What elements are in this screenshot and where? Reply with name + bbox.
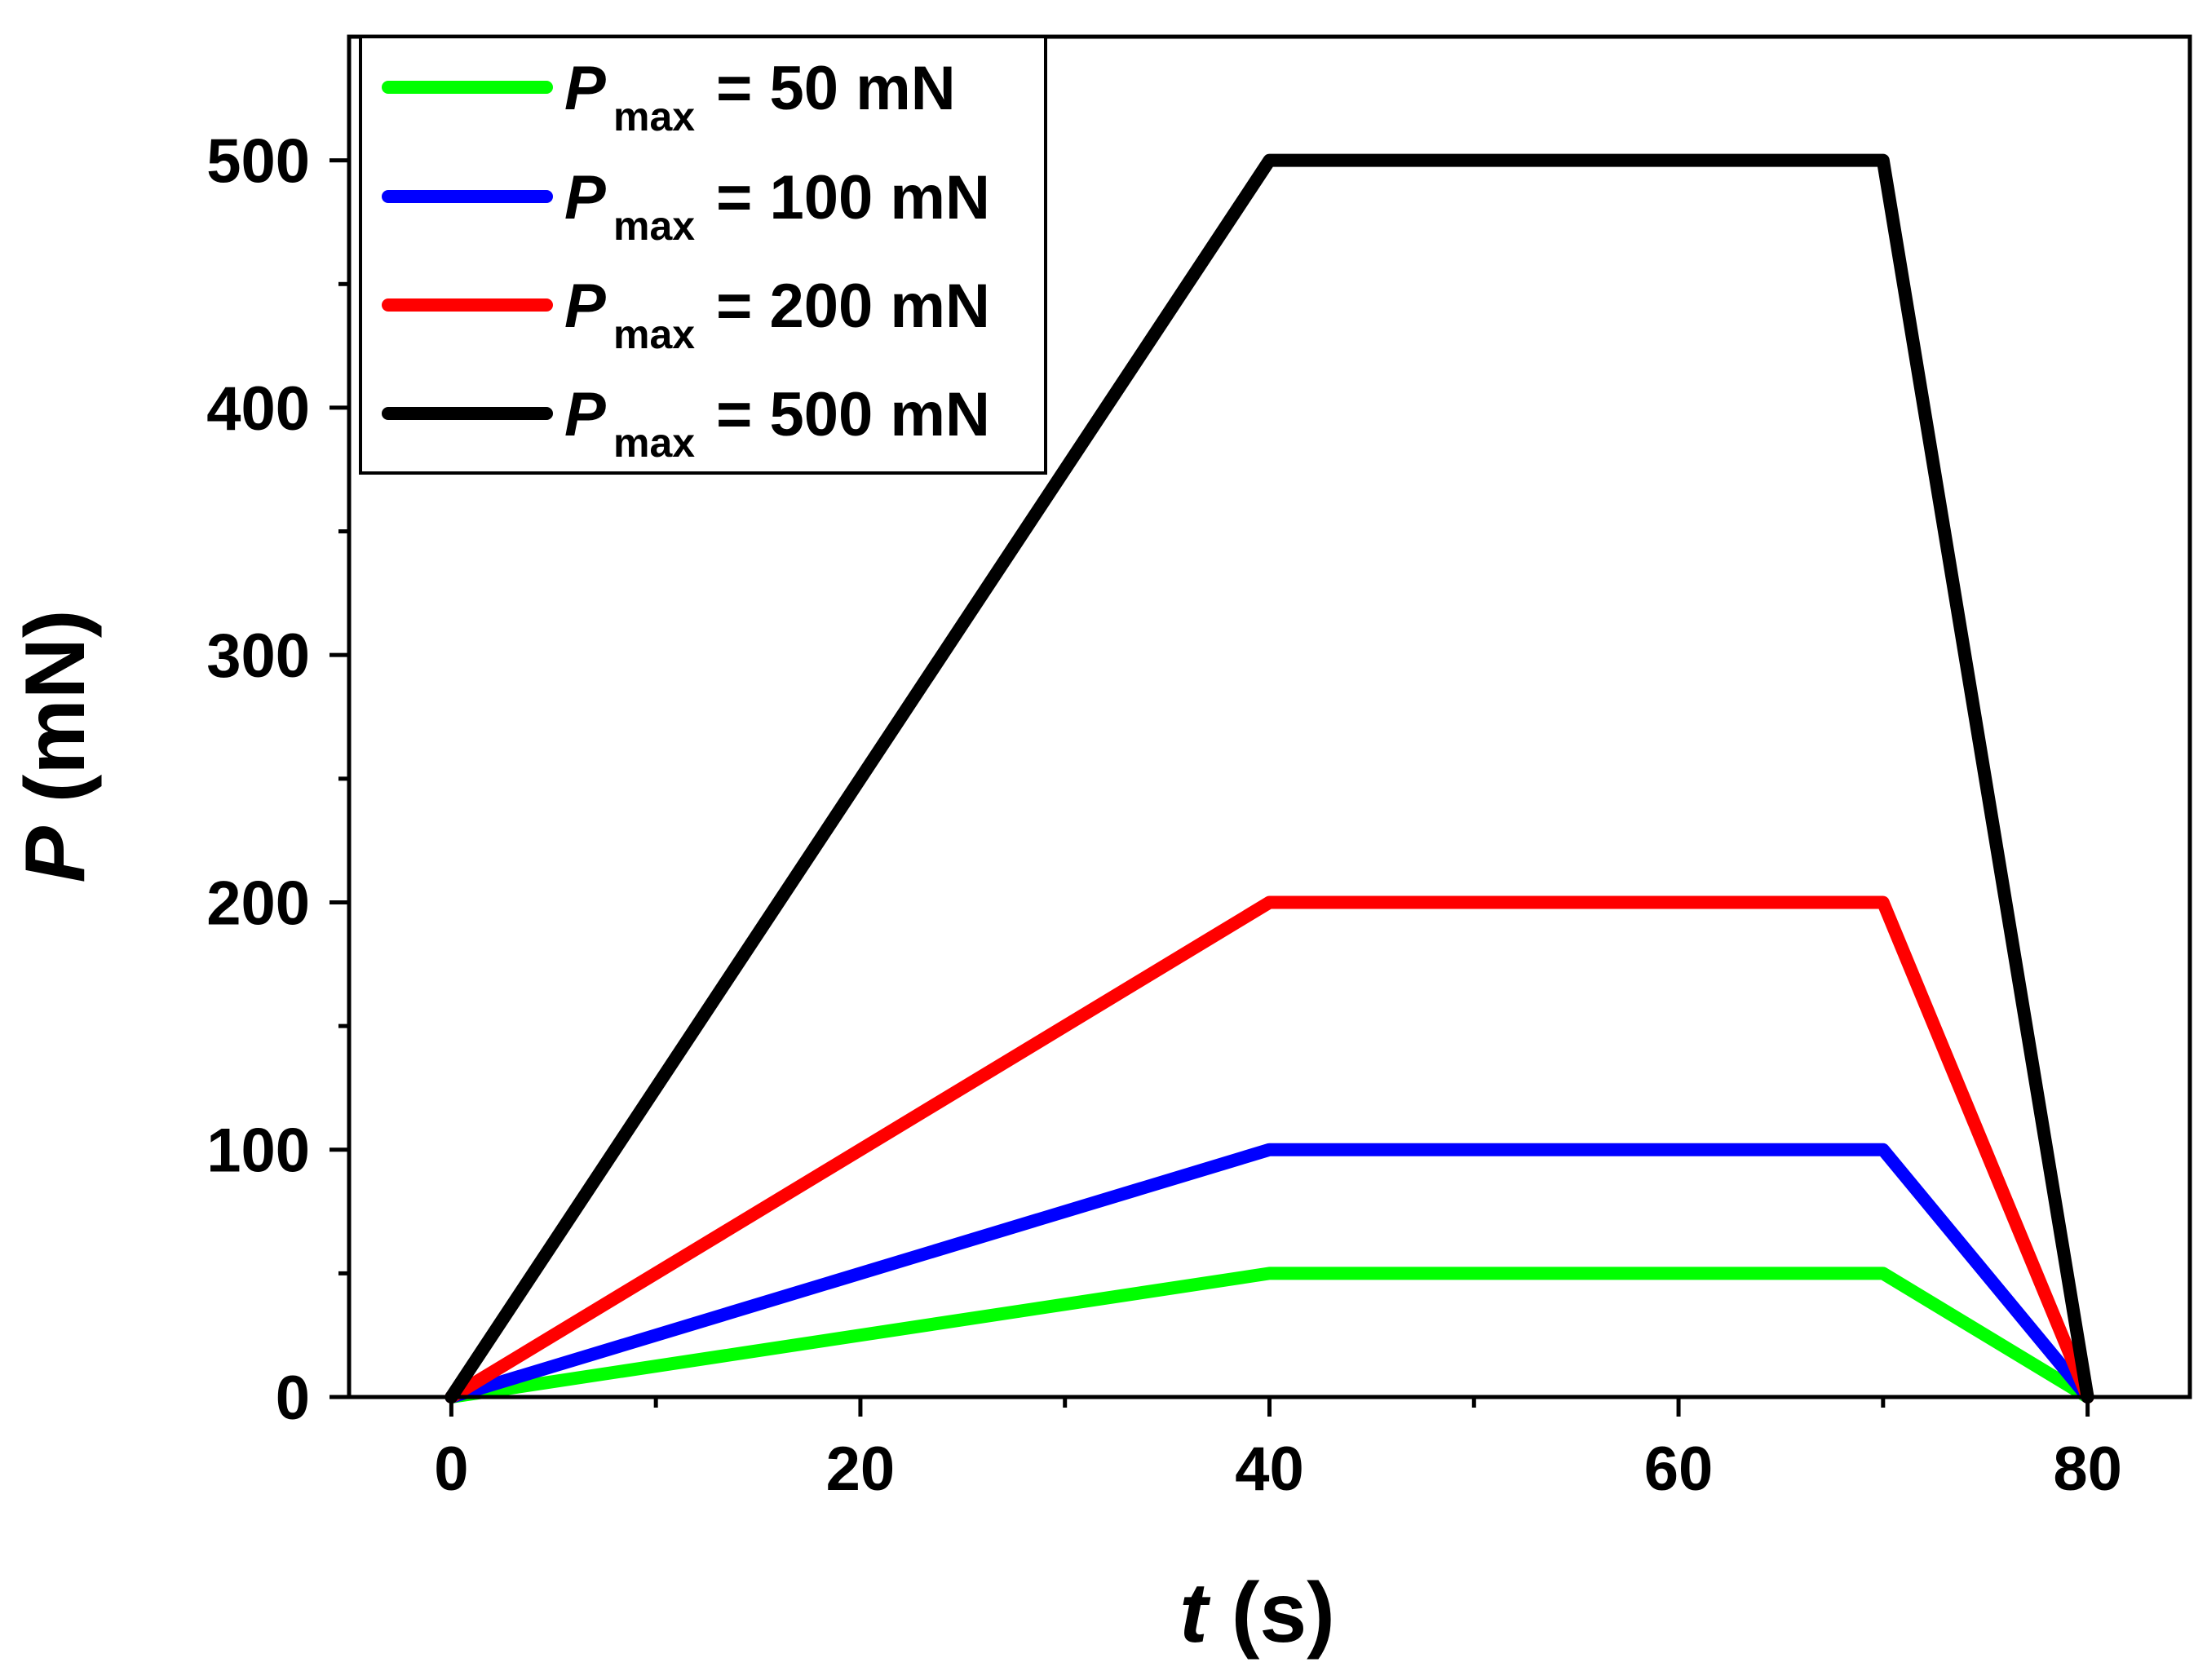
y-axis-unit: (mN)	[8, 609, 103, 826]
legend-box	[359, 35, 1047, 475]
x-tick-label: 0	[434, 1435, 468, 1504]
x-tick-label: 40	[1235, 1435, 1304, 1504]
series-line-0	[444, 1267, 2094, 1404]
series-line-1	[444, 1143, 2094, 1404]
y-tick-label: 0	[276, 1364, 310, 1433]
y-tick-label: 400	[206, 374, 310, 444]
legend-label-sub: max	[613, 312, 695, 357]
legend-label-sub: max	[613, 420, 695, 466]
x-axis-variable: t	[1179, 1566, 1211, 1660]
series-layer	[444, 153, 2094, 1404]
legend-label-sub: max	[613, 203, 695, 249]
series-line-2	[444, 895, 2094, 1404]
y-tick-label: 100	[206, 1116, 310, 1186]
legend-label-var: P	[564, 54, 606, 123]
legend-label-sub: max	[613, 94, 695, 139]
legend-label-text: = 200 mN	[716, 272, 990, 341]
x-axis-title: t (s)	[1179, 1566, 1335, 1660]
legend-label-var: P	[564, 163, 606, 232]
x-axis-unit: (s)	[1208, 1566, 1335, 1660]
axes-layer: 0 20 40 60 80 0 100 200 300 400 500 t (s) P (mN)	[8, 34, 2192, 1660]
y-axis-title: P (mN)	[8, 609, 103, 882]
y-axis-variable: P	[8, 826, 103, 883]
legend-label-var: P	[564, 272, 606, 341]
series-line-3	[444, 153, 2094, 1404]
legend-label-text: = 50 mN	[716, 54, 956, 123]
legend-label-text: = 500 mN	[716, 380, 990, 449]
y-tick-label: 200	[206, 869, 310, 938]
legend-label-text: = 100 mN	[716, 163, 990, 232]
y-tick-label: 500	[206, 127, 310, 197]
x-tick-label: 20	[826, 1435, 896, 1504]
y-tick-label: 300	[206, 621, 310, 691]
x-tick-label: 60	[1644, 1435, 1714, 1504]
legend-label-var: P	[564, 380, 606, 449]
x-tick-label: 80	[2053, 1435, 2122, 1504]
